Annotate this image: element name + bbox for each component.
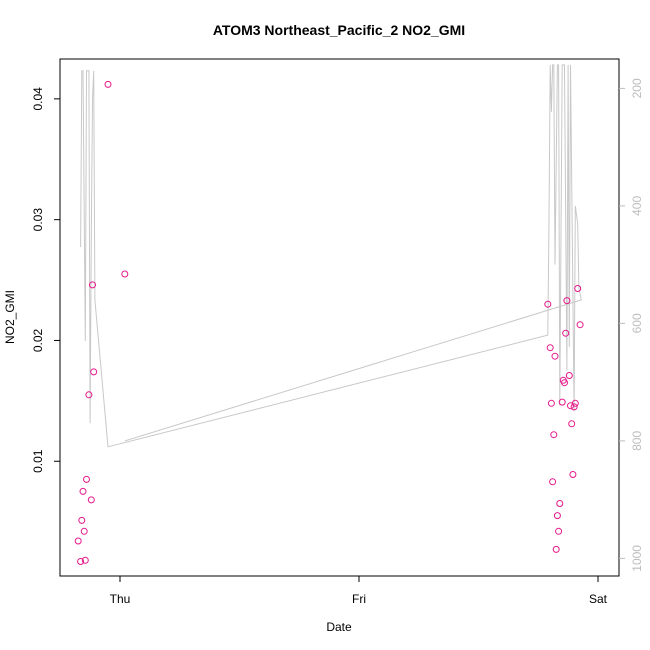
data-point <box>544 300 552 308</box>
pressure-line <box>80 64 582 448</box>
data-point <box>553 512 561 520</box>
data-point <box>555 527 563 535</box>
data-point <box>569 471 577 478</box>
data-point <box>90 368 98 376</box>
y2-tick-label: 1000 <box>630 545 644 572</box>
data-point <box>80 527 88 535</box>
data-point <box>570 403 578 411</box>
data-point <box>558 398 566 406</box>
y2-tick-label: 800 <box>630 431 644 451</box>
data-point <box>576 321 584 329</box>
y2-tick-label: 600 <box>630 313 644 333</box>
x-tick-label: Thu <box>110 592 131 606</box>
x-axis: Thu Fri Sat <box>110 576 608 606</box>
data-point <box>104 80 112 88</box>
chart-title: ATOM3 Northeast_Pacific_2 NO2_GMI <box>213 22 465 38</box>
y-tick-label: 0.04 <box>31 87 45 111</box>
data-point <box>83 475 90 483</box>
data-point <box>74 537 82 545</box>
data-point <box>77 558 85 565</box>
data-point <box>571 399 579 407</box>
data-point <box>78 516 86 524</box>
data-points <box>74 80 584 565</box>
y-axis-right: 200 400 600 800 1000 <box>619 78 644 572</box>
data-point <box>87 496 95 504</box>
data-point <box>550 431 558 439</box>
x-tick-label: Sat <box>589 592 608 606</box>
plot-frame <box>59 58 620 577</box>
y-tick-label: 0.01 <box>31 449 45 473</box>
y-tick-label: 0.02 <box>31 328 45 352</box>
data-point <box>85 391 93 399</box>
data-point <box>565 372 573 379</box>
data-point <box>546 344 554 352</box>
y2-tick-label: 200 <box>630 78 644 98</box>
data-point <box>79 487 87 495</box>
pressure-series-line <box>80 64 582 448</box>
data-point <box>552 545 560 553</box>
data-point <box>549 478 557 486</box>
data-point <box>574 285 582 292</box>
data-point <box>562 329 570 337</box>
y2-tick-label: 400 <box>630 196 644 216</box>
y-axis-label: NO2_GMI <box>3 290 17 344</box>
y-tick-label: 0.03 <box>31 208 45 232</box>
data-point <box>121 270 129 278</box>
data-point <box>568 420 576 428</box>
data-point <box>89 281 96 289</box>
x-axis-label: Date <box>326 620 352 634</box>
data-point <box>561 379 568 387</box>
y-axis-left: 0.01 0.02 0.03 0.04 <box>31 87 60 473</box>
data-point <box>547 399 555 407</box>
data-point <box>556 500 564 507</box>
x-tick-label: Fri <box>352 592 366 606</box>
data-point <box>551 352 559 360</box>
data-point <box>81 556 89 564</box>
data-point <box>563 297 571 305</box>
